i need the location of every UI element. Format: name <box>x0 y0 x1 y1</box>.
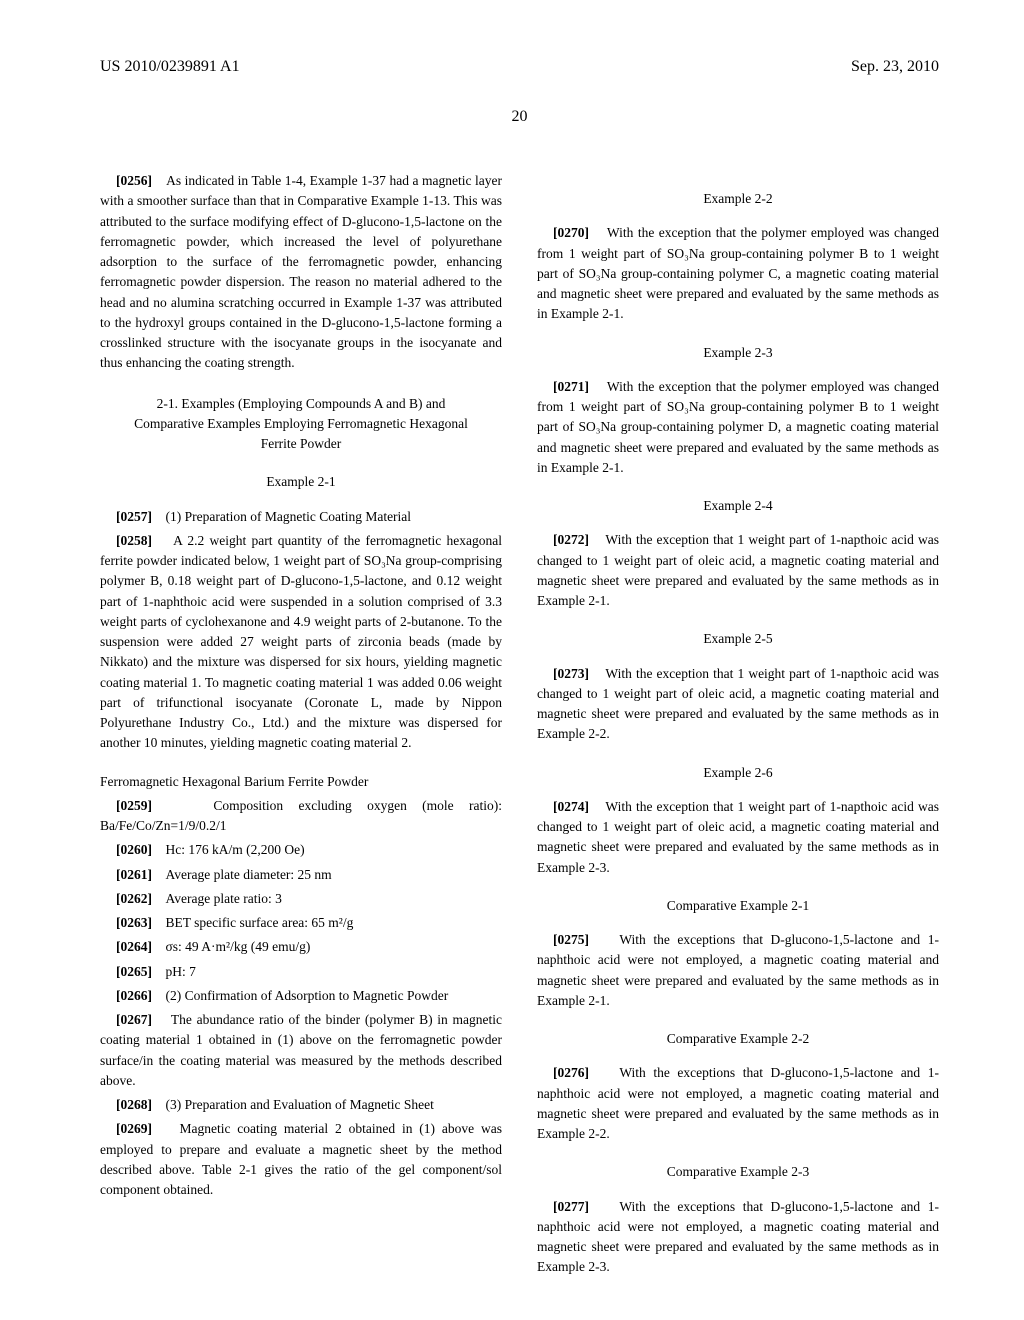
paragraph: [0261] Average plate diameter: 25 nm <box>100 865 502 885</box>
para-text: With the exceptions that D-glucono-1,5-l… <box>537 1065 939 1141</box>
example-header: Comparative Example 2-1 <box>537 896 939 916</box>
para-num: [0256] <box>116 173 152 188</box>
para-text: With the exception that the polymer empl… <box>537 225 939 321</box>
paragraph: [0269] Magnetic coating material 2 obtai… <box>100 1119 502 1200</box>
right-column: Example 2-2 [0270] With the exception th… <box>537 171 939 1282</box>
example-header: Example 2-5 <box>537 629 939 649</box>
para-text: With the exception that 1 weight part of… <box>537 666 939 742</box>
para-text: With the exceptions that D-glucono-1,5-l… <box>537 932 939 1008</box>
para-num: [0257] <box>116 509 152 524</box>
para-text: Hc: 176 kA/m (2,200 Oe) <box>166 842 305 857</box>
para-text: σs: 49 A·m²/kg (49 emu/g) <box>166 939 311 954</box>
paragraph: [0272] With the exception that 1 weight … <box>537 530 939 611</box>
para-text: (1) Preparation of Magnetic Coating Mate… <box>166 509 412 524</box>
para-num: [0267] <box>116 1012 152 1027</box>
paragraph: [0266] (2) Confirmation of Adsorption to… <box>100 986 502 1006</box>
para-num: [0263] <box>116 915 152 930</box>
para-text: Magnetic coating material 2 obtained in … <box>100 1121 502 1197</box>
paragraph: [0262] Average plate ratio: 3 <box>100 889 502 909</box>
paragraph: [0268] (3) Preparation and Evaluation of… <box>100 1095 502 1115</box>
example-header: Example 2-2 <box>537 189 939 209</box>
paragraph: [0259] Composition excluding oxygen (mol… <box>100 796 502 837</box>
para-num: [0275] <box>553 932 589 947</box>
page-number: 20 <box>100 108 939 126</box>
example-header: Example 2-1 <box>100 472 502 492</box>
subsection-header: Ferromagnetic Hexagonal Barium Ferrite P… <box>100 772 502 792</box>
para-num: [0260] <box>116 842 152 857</box>
para-text: (3) Preparation and Evaluation of Magnet… <box>166 1097 434 1112</box>
paragraph: [0275] With the exceptions that D-glucon… <box>537 930 939 1011</box>
para-text: With the exceptions that D-glucono-1,5-l… <box>537 1199 939 1275</box>
para-num: [0268] <box>116 1097 152 1112</box>
paragraph: [0257] (1) Preparation of Magnetic Coati… <box>100 507 502 527</box>
para-num: [0274] <box>553 799 589 814</box>
para-num: [0277] <box>553 1199 589 1214</box>
para-text: As indicated in Table 1-4, Example 1-37 … <box>100 173 502 370</box>
para-text: A 2.2 weight part quantity of the ferrom… <box>100 533 502 751</box>
para-num: [0261] <box>116 867 152 882</box>
doc-number: US 2010/0239891 A1 <box>100 58 240 76</box>
left-column: [0256] As indicated in Table 1-4, Exampl… <box>100 171 502 1282</box>
para-num: [0270] <box>553 225 589 240</box>
paragraph: [0258] A 2.2 weight part quantity of the… <box>100 531 502 754</box>
paragraph: [0267] The abundance ratio of the binder… <box>100 1010 502 1091</box>
para-text: With the exception that the polymer empl… <box>537 379 939 475</box>
para-text: With the exception that 1 weight part of… <box>537 799 939 875</box>
para-num: [0273] <box>553 666 589 681</box>
paragraph: [0260] Hc: 176 kA/m (2,200 Oe) <box>100 840 502 860</box>
paragraph: [0274] With the exception that 1 weight … <box>537 797 939 878</box>
content-area: [0256] As indicated in Table 1-4, Exampl… <box>100 171 939 1282</box>
para-num: [0264] <box>116 939 152 954</box>
para-num: [0262] <box>116 891 152 906</box>
para-num: [0269] <box>116 1121 152 1136</box>
para-num: [0266] <box>116 988 152 1003</box>
paragraph: [0264] σs: 49 A·m²/kg (49 emu/g) <box>100 937 502 957</box>
example-header: Comparative Example 2-2 <box>537 1029 939 1049</box>
paragraph: [0273] With the exception that 1 weight … <box>537 664 939 745</box>
section-header: 2-1. Examples (Employing Compounds A and… <box>130 394 472 455</box>
paragraph: [0263] BET specific surface area: 65 m²/… <box>100 913 502 933</box>
para-text: pH: 7 <box>166 964 196 979</box>
para-text: With the exception that 1 weight part of… <box>537 532 939 608</box>
example-header: Comparative Example 2-3 <box>537 1162 939 1182</box>
paragraph: [0271] With the exception that the polym… <box>537 377 939 478</box>
paragraph: [0256] As indicated in Table 1-4, Exampl… <box>100 171 502 374</box>
para-text: (2) Confirmation of Adsorption to Magnet… <box>166 988 449 1003</box>
para-num: [0258] <box>116 533 152 548</box>
paragraph: [0265] pH: 7 <box>100 962 502 982</box>
publication-date: Sep. 23, 2010 <box>851 58 939 76</box>
example-header: Example 2-6 <box>537 763 939 783</box>
paragraph: [0277] With the exceptions that D-glucon… <box>537 1197 939 1278</box>
paragraph: [0270] With the exception that the polym… <box>537 223 939 324</box>
page-header: US 2010/0239891 A1 Sep. 23, 2010 <box>100 58 939 76</box>
para-text: BET specific surface area: 65 m²/g <box>166 915 354 930</box>
para-text: Average plate ratio: 3 <box>166 891 282 906</box>
para-num: [0276] <box>553 1065 589 1080</box>
para-num: [0272] <box>553 532 589 547</box>
para-num: [0259] <box>116 798 152 813</box>
para-num: [0265] <box>116 964 152 979</box>
example-header: Example 2-3 <box>537 343 939 363</box>
para-text: Composition excluding oxygen (mole ratio… <box>100 798 502 833</box>
example-header: Example 2-4 <box>537 496 939 516</box>
para-num: [0271] <box>553 379 589 394</box>
para-text: Average plate diameter: 25 nm <box>166 867 332 882</box>
paragraph: [0276] With the exceptions that D-glucon… <box>537 1063 939 1144</box>
para-text: The abundance ratio of the binder (polym… <box>100 1012 502 1088</box>
